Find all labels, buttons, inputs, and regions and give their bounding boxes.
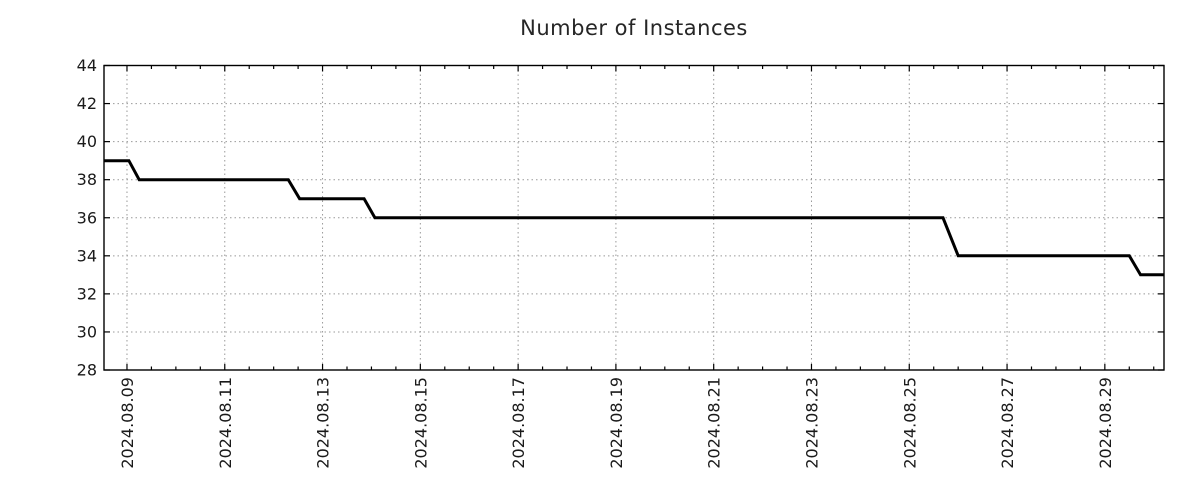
plot-border xyxy=(103,64,1165,371)
y-tick-label: 40 xyxy=(77,132,97,151)
x-tick-label: 2024.08.11 xyxy=(216,377,235,469)
x-tick-label: 2024.08.15 xyxy=(411,377,430,469)
chart-title: Number of Instances xyxy=(520,16,748,40)
x-tick-label: 2024.08.17 xyxy=(509,377,528,469)
y-tick-label: 44 xyxy=(77,56,97,75)
y-tick-label: 38 xyxy=(77,170,97,189)
y-tick-label: 30 xyxy=(77,322,97,341)
x-tick-label: 2024.08.19 xyxy=(607,377,626,469)
x-tick-label: 2024.08.29 xyxy=(1096,377,1115,469)
instances-line xyxy=(104,159,1164,277)
x-tick-label: 2024.08.09 xyxy=(118,377,137,469)
x-tick-label: 2024.08.27 xyxy=(998,377,1017,469)
x-tick-label: 2024.08.23 xyxy=(802,377,821,469)
x-tick-label: 2024.08.25 xyxy=(900,377,919,469)
x-tick-label: 2024.08.13 xyxy=(314,377,333,469)
y-tick-label: 36 xyxy=(77,208,97,227)
y-tick-label: 42 xyxy=(77,94,97,113)
y-tick-label: 28 xyxy=(77,361,97,380)
y-tick-labels: 28 30 32 34 36 38 40 42 44 xyxy=(77,56,97,380)
x-tick-label: 2024.08.21 xyxy=(705,377,724,469)
y-tick-label: 32 xyxy=(77,284,97,303)
x-tick-labels: 2024.08.09 2024.08.11 2024.08.13 2024.08.15… xyxy=(118,377,1115,469)
y-tick-label: 34 xyxy=(77,246,97,265)
